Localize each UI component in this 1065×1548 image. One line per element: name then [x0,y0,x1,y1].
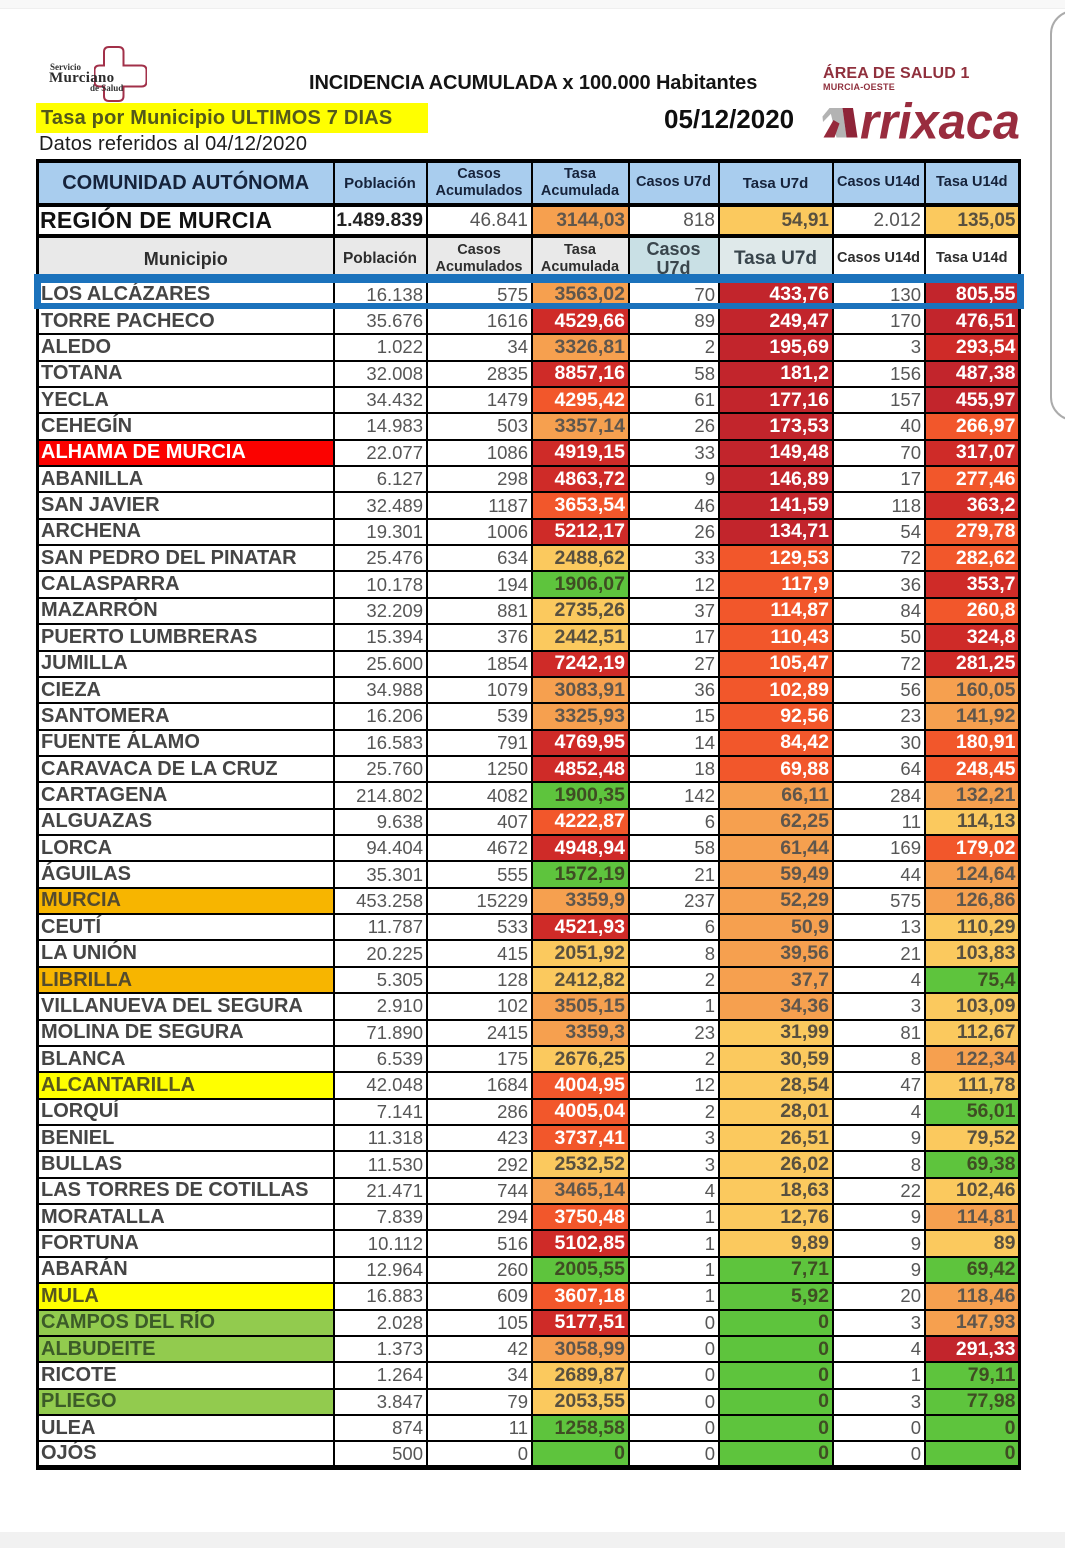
svg-text:rrixaca: rrixaca [860,95,1020,147]
